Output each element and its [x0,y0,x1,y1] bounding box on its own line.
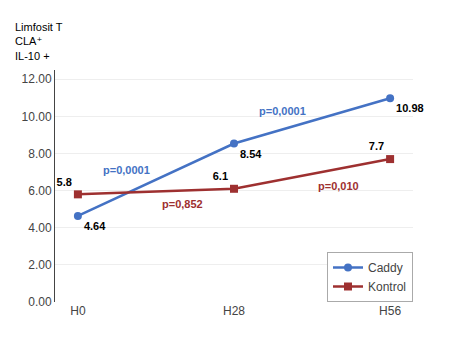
svg-text:Kontrol: Kontrol [368,280,406,294]
svg-text:10.00: 10.00 [22,110,52,124]
svg-text:6.00: 6.00 [28,184,52,198]
svg-text:7.7: 7.7 [369,140,384,152]
svg-text:Limfosit TCLA⁺IL-10 +: Limfosit TCLA⁺IL-10 + [15,21,63,62]
svg-text:H28: H28 [223,304,245,318]
svg-text:12.00: 12.00 [22,72,52,86]
svg-text:p=0,0001: p=0,0001 [259,105,306,117]
svg-text:p=0,010: p=0,010 [318,180,359,192]
svg-text:4.00: 4.00 [28,221,52,235]
svg-text:p=0,0001: p=0,0001 [103,164,150,176]
svg-text:2.00: 2.00 [28,258,52,272]
svg-text:6.1: 6.1 [213,170,228,182]
svg-text:5.8: 5.8 [57,176,72,188]
svg-text:8.00: 8.00 [28,147,52,161]
svg-text:H56: H56 [379,304,401,318]
svg-text:0.00: 0.00 [28,295,52,309]
svg-text:8.54: 8.54 [240,148,262,160]
svg-text:10.98: 10.98 [396,102,424,114]
svg-text:H0: H0 [70,304,86,318]
svg-text:p=0,852: p=0,852 [162,198,203,210]
svg-text:4.64: 4.64 [84,220,106,232]
svg-text:Caddy: Caddy [368,261,403,275]
